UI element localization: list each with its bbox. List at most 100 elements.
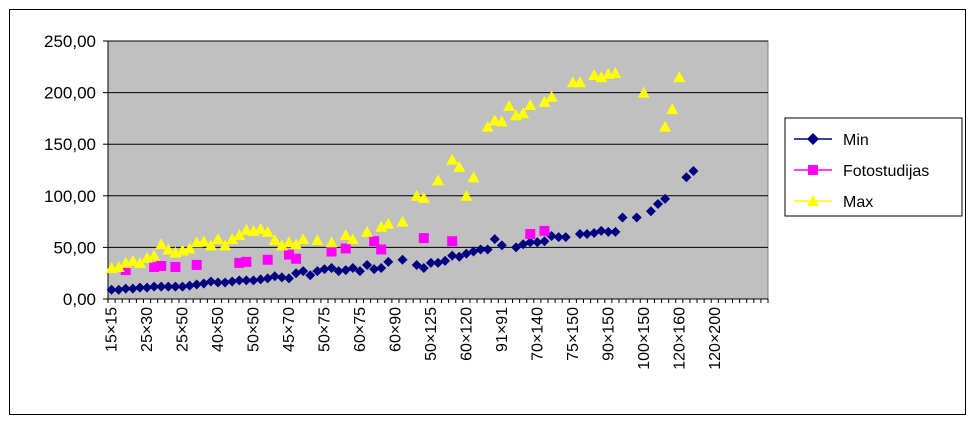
marker-max — [488, 114, 501, 126]
marker-max — [609, 66, 622, 78]
marker-max — [417, 191, 430, 203]
x-tick-label: 25×30 — [139, 307, 156, 352]
legend-item-max: Max — [794, 194, 873, 211]
marker-max — [233, 229, 246, 241]
marker-min — [511, 242, 522, 253]
legend-label-fotostudijas: Fotostudijas — [843, 163, 929, 180]
marker-min — [191, 279, 202, 290]
marker-min — [660, 193, 671, 204]
marker-min — [653, 199, 663, 210]
marker-max — [410, 189, 423, 201]
marker-max — [325, 236, 338, 248]
marker-max — [261, 225, 274, 237]
marker-min — [582, 228, 593, 239]
x-tick-label: 40×50 — [210, 307, 227, 352]
marker-min — [227, 276, 238, 287]
marker-min — [269, 271, 280, 282]
marker-max — [595, 71, 608, 83]
marker-min — [610, 226, 621, 237]
marker-min — [553, 232, 564, 243]
marker-min — [156, 281, 167, 292]
marker-max — [588, 69, 601, 81]
marker-max — [197, 235, 210, 247]
legend-label-max: Max — [843, 194, 873, 211]
marker-max — [467, 171, 480, 183]
marker-max — [212, 233, 224, 245]
marker-max — [155, 238, 168, 250]
y-axis-tick-labels: 0,00 50,00 100,00 150,00 200,00 250,00 — [44, 32, 96, 309]
marker-fotostudijas — [149, 262, 160, 273]
marker-min — [298, 266, 309, 277]
marker-min — [617, 212, 628, 223]
marker-min — [589, 227, 600, 238]
marker-fotostudijas — [291, 253, 302, 264]
data-markers — [105, 66, 699, 295]
marker-min — [645, 206, 656, 217]
marker-min — [163, 281, 174, 292]
marker-fotostudijas — [156, 260, 167, 271]
marker-min — [198, 278, 209, 289]
x-tick-label: 100×150 — [636, 307, 653, 370]
marker-max — [219, 239, 232, 251]
marker-min — [234, 275, 245, 286]
marker-min — [369, 264, 380, 275]
marker-fotostudijas — [340, 243, 351, 254]
marker-max — [659, 120, 672, 132]
marker-fotostudijas — [418, 233, 429, 244]
marker-max — [126, 254, 139, 266]
marker-min — [525, 237, 536, 248]
x-tick-label: 120×160 — [671, 307, 688, 370]
marker-min — [411, 259, 422, 270]
marker-min — [319, 264, 330, 275]
marker-max — [254, 222, 267, 234]
marker-max — [396, 215, 409, 227]
marker-max — [112, 261, 125, 273]
marker-min — [532, 237, 543, 248]
marker-min — [326, 263, 337, 274]
marker-max — [133, 256, 146, 268]
marker-fotostudijas — [170, 262, 181, 273]
marker-min — [539, 236, 550, 247]
x-tick-label: 91×91 — [494, 307, 511, 352]
x-tick-label: 50×50 — [245, 307, 262, 352]
marker-fotostudijas — [283, 249, 294, 260]
marker-min — [177, 281, 188, 292]
marker-min — [347, 263, 358, 274]
marker-max — [375, 220, 388, 232]
marker-min — [496, 240, 507, 251]
marker-max — [460, 189, 473, 201]
marker-fotostudijas — [241, 256, 252, 267]
marker-min — [560, 232, 571, 243]
x-tick-label: 60×75 — [352, 307, 369, 352]
x-axis-tick-labels: 15×15 25×30 25×50 40×50 50×50 45×70 50×75 60×75… — [104, 307, 724, 370]
marker-min — [489, 234, 500, 245]
marker-min — [170, 281, 181, 292]
x-tick-label: 60×90 — [387, 307, 404, 352]
marker-fotostudijas — [234, 257, 245, 268]
marker-min — [425, 257, 436, 268]
marker-min — [454, 251, 465, 262]
marker-min — [184, 280, 195, 291]
marker-max — [517, 107, 530, 119]
marker-max — [382, 217, 395, 229]
marker-min — [468, 246, 479, 257]
y-tick-label: 250,00 — [44, 32, 96, 51]
gridlines — [108, 40, 768, 248]
marker-min — [241, 275, 252, 286]
legend-label-min: Min — [843, 132, 869, 149]
marker-max — [339, 229, 352, 241]
marker-min — [305, 270, 316, 281]
x-tick-label: 75×150 — [565, 307, 582, 361]
marker-max — [275, 239, 288, 251]
marker-max — [297, 233, 310, 245]
marker-min — [213, 277, 223, 288]
marker-min — [291, 268, 302, 279]
x-tick-label: 15×15 — [104, 307, 121, 352]
marker-max — [162, 243, 175, 255]
marker-max — [204, 239, 217, 251]
y-tick-label: 200,00 — [44, 84, 96, 103]
marker-fotostudijas — [376, 244, 387, 255]
marker-min — [248, 275, 259, 286]
marker-max — [226, 233, 239, 245]
marker-fotostudijas — [191, 259, 202, 270]
